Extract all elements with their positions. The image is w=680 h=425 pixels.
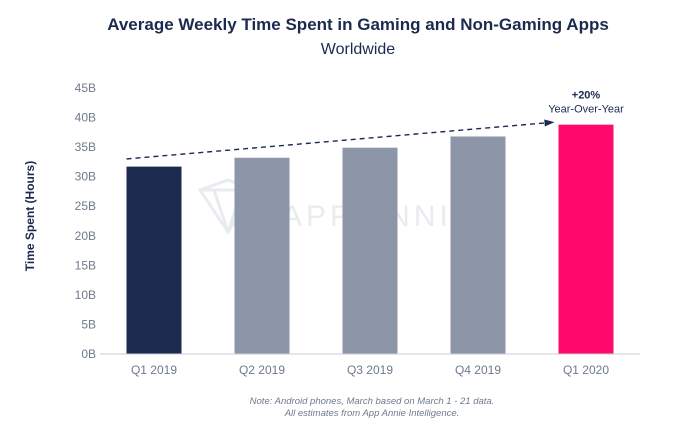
y-tick-label: 40B: [75, 111, 96, 125]
growth-annotation: +20%: [572, 90, 601, 102]
growth-annotation-subtext: Year-Over-Year: [548, 104, 624, 116]
y-tick-label: 10B: [75, 288, 96, 302]
y-tick-label: 35B: [75, 140, 96, 154]
bars: [126, 124, 614, 354]
y-tick-label: 20B: [75, 229, 96, 243]
x-tick-label: Q1 2019: [131, 363, 177, 377]
bar: [450, 136, 506, 354]
y-tick-label: 15B: [75, 258, 96, 272]
x-tick-label: Q4 2019: [455, 363, 501, 377]
y-axis-label: Time Spent (Hours): [23, 161, 37, 271]
x-tick-label: Q1 2020: [563, 363, 609, 377]
y-tick-label: 25B: [75, 199, 96, 213]
bar: [126, 166, 182, 354]
y-tick-label: 0B: [81, 347, 96, 361]
y-tick-label: 5B: [81, 317, 96, 331]
bar: [558, 124, 614, 354]
x-tick-label: Q2 2019: [239, 363, 285, 377]
chart-subtitle: Worldwide: [321, 41, 396, 58]
x-tick-labels: Q1 2019 Q2 2019 Q3 2019 Q4 2019 Q1 2020: [131, 363, 609, 377]
bar: [234, 157, 290, 354]
trend-arrow-head-icon: [544, 119, 555, 127]
chart-title: Average Weekly Time Spent in Gaming and …: [107, 15, 609, 34]
y-tick-label: 30B: [75, 170, 96, 184]
x-tick-label: Q3 2019: [347, 363, 393, 377]
bar: [342, 147, 398, 354]
y-tick-labels: 0B 5B 10B 15B 20B 25B 30B 35B 40B 45B: [75, 81, 96, 361]
chart-note-line-1: Note: Android phones, March based on Mar…: [250, 396, 495, 407]
chart-note-line-2: All estimates from App Annie Intelligenc…: [284, 408, 460, 419]
y-tick-label: 45B: [75, 81, 96, 95]
